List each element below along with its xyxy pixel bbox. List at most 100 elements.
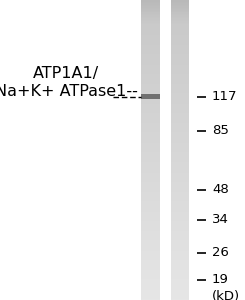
Text: ATP1A1/: ATP1A1/	[33, 66, 99, 81]
Bar	[142, 265, 160, 267]
Bar	[171, 72, 189, 74]
Bar	[142, 1, 160, 3]
Bar	[171, 271, 189, 273]
Bar	[142, 67, 160, 69]
Bar	[171, 297, 189, 298]
Bar	[142, 12, 160, 13]
Bar	[171, 36, 189, 38]
Bar	[142, 196, 160, 198]
Bar	[142, 132, 160, 134]
Bar	[142, 229, 160, 231]
Bar	[171, 229, 189, 231]
Bar	[142, 267, 160, 268]
Bar	[171, 0, 189, 2]
Bar	[142, 219, 160, 220]
Bar	[142, 151, 160, 153]
Bar	[142, 157, 160, 159]
Bar	[142, 217, 160, 219]
Bar	[171, 48, 189, 50]
Bar	[171, 141, 189, 142]
Bar	[171, 82, 189, 84]
Bar	[142, 72, 160, 74]
Bar	[171, 267, 189, 268]
Bar	[171, 78, 189, 80]
Bar	[142, 274, 160, 276]
Bar	[142, 271, 160, 273]
Bar	[171, 57, 189, 59]
Bar	[171, 220, 189, 222]
Bar	[171, 187, 189, 189]
Bar	[171, 30, 189, 32]
Bar	[142, 91, 160, 93]
Bar	[171, 88, 189, 90]
Bar	[142, 238, 160, 240]
Bar	[142, 202, 160, 204]
Bar	[142, 73, 160, 75]
Bar	[142, 244, 160, 246]
Bar	[171, 241, 189, 243]
Bar	[142, 127, 160, 129]
Bar	[142, 123, 160, 124]
Bar	[171, 255, 189, 256]
Bar	[142, 295, 160, 297]
Bar	[142, 294, 160, 296]
Bar	[142, 121, 160, 123]
Bar	[142, 21, 160, 22]
Bar	[142, 261, 160, 262]
Bar	[142, 199, 160, 201]
Bar	[142, 258, 160, 260]
Bar	[171, 153, 189, 154]
Bar	[171, 231, 189, 233]
Bar	[171, 46, 189, 48]
Bar	[171, 171, 189, 172]
Bar	[142, 211, 160, 213]
Bar	[142, 165, 160, 167]
Bar	[142, 69, 160, 70]
Bar	[171, 6, 189, 8]
Bar	[171, 54, 189, 56]
Bar	[142, 252, 160, 254]
Bar	[142, 198, 160, 200]
Bar	[171, 12, 189, 13]
Bar	[142, 277, 160, 279]
Bar	[171, 142, 189, 144]
Bar	[142, 105, 160, 106]
Bar	[142, 4, 160, 6]
Bar	[171, 190, 189, 192]
Bar	[171, 264, 189, 266]
Bar	[171, 213, 189, 214]
Bar	[171, 270, 189, 272]
Bar	[171, 276, 189, 278]
Bar	[171, 228, 189, 230]
Bar	[142, 142, 160, 144]
Bar	[171, 258, 189, 260]
Bar	[171, 232, 189, 234]
Bar	[142, 154, 160, 156]
Bar	[142, 298, 160, 300]
Bar	[142, 52, 160, 54]
Bar	[142, 268, 160, 270]
Bar	[142, 156, 160, 158]
Bar	[171, 172, 189, 174]
Bar	[171, 201, 189, 203]
Bar	[171, 118, 189, 120]
Bar	[171, 174, 189, 176]
Bar	[142, 282, 160, 284]
Bar	[171, 31, 189, 33]
Bar	[142, 19, 160, 21]
Bar	[142, 18, 160, 20]
Bar	[142, 280, 160, 282]
Bar	[171, 75, 189, 76]
Bar	[171, 145, 189, 147]
Bar	[171, 157, 189, 159]
Bar	[171, 99, 189, 100]
Bar	[142, 232, 160, 234]
Bar	[142, 138, 160, 140]
Bar	[142, 297, 160, 298]
Bar	[171, 162, 189, 164]
Bar	[142, 183, 160, 184]
Bar	[171, 273, 189, 274]
Bar	[171, 261, 189, 262]
Bar	[142, 51, 160, 52]
Bar	[142, 246, 160, 248]
